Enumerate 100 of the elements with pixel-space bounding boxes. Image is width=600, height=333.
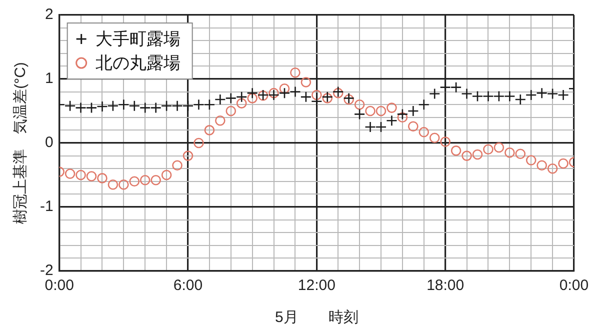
point [64, 100, 76, 112]
point [558, 158, 568, 169]
point [482, 90, 494, 102]
point [290, 67, 300, 78]
point [204, 125, 215, 136]
point [226, 106, 236, 116]
point [386, 114, 398, 126]
point [118, 179, 129, 190]
point [526, 155, 536, 166]
point [376, 106, 386, 116]
point [140, 174, 150, 186]
point [365, 106, 376, 116]
point [268, 89, 280, 101]
point [182, 100, 194, 112]
point [161, 170, 172, 180]
point [483, 144, 494, 155]
point [354, 99, 365, 110]
point [290, 86, 301, 98]
point [450, 82, 462, 93]
legend-label: 大手町露場 [95, 30, 180, 49]
y-axis-title: 樹冠上基準 気温差(°C) [12, 62, 30, 224]
point [107, 100, 119, 112]
point [461, 88, 472, 100]
point [364, 121, 376, 133]
point [194, 138, 204, 148]
point [493, 90, 505, 102]
point [462, 150, 472, 161]
point [504, 147, 515, 158]
point [97, 173, 108, 184]
point [150, 102, 162, 114]
point [354, 108, 366, 120]
point [128, 100, 140, 112]
point [300, 91, 312, 103]
point [514, 94, 526, 106]
point [300, 77, 312, 88]
x-tick-label: 12:00 [298, 277, 336, 294]
point [96, 100, 108, 112]
x-tick-label: 0:00 [44, 277, 74, 294]
point [268, 88, 279, 98]
point [312, 90, 322, 100]
point [546, 88, 558, 100]
point [408, 121, 418, 132]
point [236, 91, 248, 103]
point [558, 89, 569, 101]
point [472, 90, 484, 102]
point [494, 142, 504, 153]
point [440, 82, 451, 93]
point [547, 163, 558, 174]
point [246, 87, 258, 99]
point [536, 160, 547, 171]
point [536, 87, 548, 99]
point [215, 115, 226, 126]
point [247, 93, 258, 104]
x-tick-label: 6:00 [173, 277, 203, 294]
legend-label: 北の丸露場 [95, 54, 180, 73]
point [278, 87, 290, 99]
y-tick-label: 2 [44, 6, 54, 24]
x-axis-title: 5月 時刻 [274, 309, 358, 326]
point [172, 160, 182, 171]
y-tick-label: -2 [40, 262, 54, 280]
point [204, 98, 216, 110]
point [386, 102, 397, 113]
point [76, 170, 86, 180]
point [450, 146, 462, 156]
point [64, 168, 76, 179]
point [418, 126, 430, 138]
point [472, 149, 483, 160]
point [396, 108, 408, 120]
x-tick-label: 18:00 [426, 277, 464, 294]
point [86, 102, 98, 114]
point [408, 105, 419, 117]
point [193, 98, 204, 110]
y-tick-label: -1 [40, 198, 54, 216]
y-tick-label: 1 [44, 70, 54, 88]
point [75, 102, 86, 114]
point [129, 176, 140, 187]
point [139, 102, 151, 114]
point [172, 100, 183, 112]
point [375, 121, 387, 133]
point [86, 171, 97, 182]
point [150, 174, 161, 186]
point [311, 96, 322, 108]
point [118, 98, 130, 110]
x-tick-label: 0:00 [559, 277, 589, 294]
point [504, 90, 516, 102]
point [440, 136, 450, 147]
point [429, 132, 440, 144]
point [108, 179, 118, 190]
point [279, 83, 290, 94]
point [160, 100, 172, 112]
point [397, 112, 408, 123]
point [428, 88, 440, 100]
point [236, 98, 247, 108]
point [515, 148, 526, 160]
point [418, 98, 430, 110]
point [214, 94, 226, 106]
point [225, 92, 237, 104]
point [182, 150, 194, 161]
point [525, 89, 537, 101]
y-tick-label: 0 [44, 134, 54, 152]
